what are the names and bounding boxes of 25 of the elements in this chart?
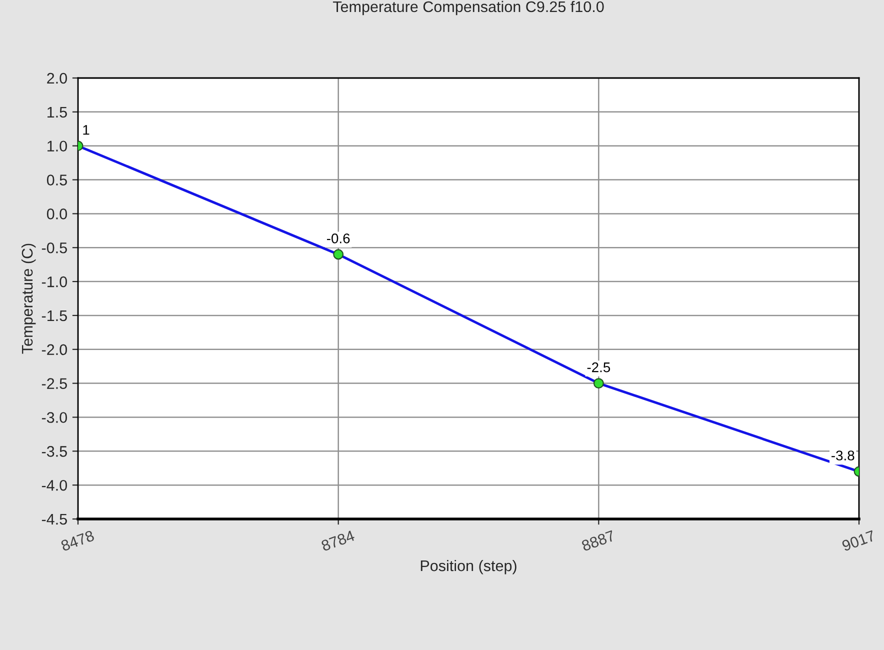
y-tick-label: -3.5 bbox=[42, 446, 67, 457]
x-axis-title: Position (step) bbox=[420, 560, 516, 574]
y-tick-label: -4.5 bbox=[42, 514, 67, 525]
data-label: 1 bbox=[83, 125, 90, 135]
data-label: -2.5 bbox=[587, 362, 610, 372]
x-tick-label: 8784 bbox=[320, 530, 356, 552]
y-axis-title: Temperature (C) bbox=[21, 244, 36, 354]
y-tick-label: -0.5 bbox=[42, 242, 67, 254]
x-tick-label: 8887 bbox=[581, 530, 616, 552]
y-tick-label: 2.0 bbox=[47, 72, 67, 84]
y-tick-label: -1.0 bbox=[42, 276, 67, 288]
y-tick-label: -2.5 bbox=[42, 378, 67, 389]
y-tick-label: 0.0 bbox=[46, 208, 67, 220]
y-tick-label: -2.0 bbox=[42, 344, 67, 356]
data-label: -3.8 bbox=[832, 450, 854, 460]
x-tick-label: 9017 bbox=[841, 530, 876, 552]
y-tick-label: 0.5 bbox=[46, 174, 67, 186]
y-tick-label: -1.5 bbox=[42, 310, 67, 322]
chart-title: Temperature Compensation C9.25 f10.0 bbox=[332, 0, 604, 16]
y-tick-label: 1.5 bbox=[48, 106, 67, 118]
y-tick-label: -4.0 bbox=[42, 480, 67, 491]
y-tick-label: 1.0 bbox=[48, 140, 67, 152]
x-tick-label: 8478 bbox=[60, 530, 95, 552]
data-label: -0.6 bbox=[326, 233, 350, 244]
y-tick-label: -3.0 bbox=[42, 412, 67, 423]
